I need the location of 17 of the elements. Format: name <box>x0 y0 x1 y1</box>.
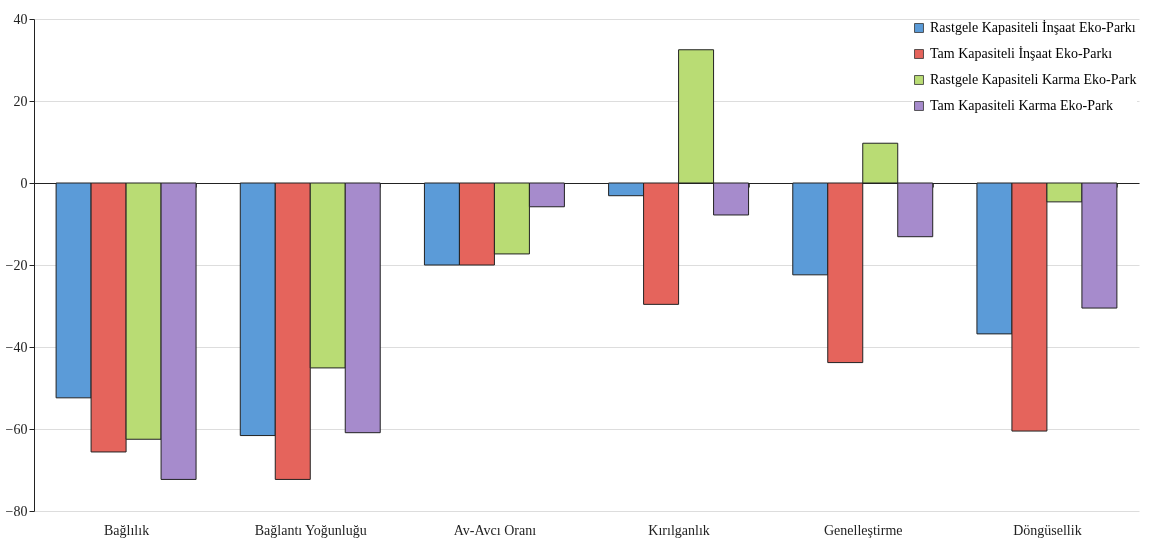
y-tick-label: −60 <box>5 421 28 437</box>
x-tick-label: Av-Avcı Oranı <box>453 522 537 538</box>
y-tick-label: −20 <box>5 257 28 273</box>
y-tick-label: 0 <box>20 175 28 191</box>
y-tick-label: −40 <box>5 339 28 355</box>
legend-label: Tam Kapasiteli Karma Eko-Park <box>930 98 1113 113</box>
legend-label: Rastgele Kapasiteli Karma Eko-Park <box>930 72 1137 87</box>
y-tick-label: 20 <box>13 93 28 109</box>
x-tick-label: Döngüsellik <box>1013 522 1082 538</box>
y-tick-label: −80 <box>5 503 28 519</box>
x-tick-label: Bağlılık <box>104 522 150 538</box>
legend-label: Tam Kapasiteli İnşaat Eko-Parkı <box>930 46 1113 61</box>
legend-label: Rastgele Kapasiteli İnşaat Eko-Parkı <box>930 20 1136 35</box>
x-tick-label: Genelleştirme <box>823 522 903 538</box>
y-tick-label: 40 <box>13 11 28 27</box>
x-tick-label: Kırılganlık <box>648 522 710 538</box>
x-tick-label: Bağlantı Yoğunluğu <box>254 522 367 538</box>
